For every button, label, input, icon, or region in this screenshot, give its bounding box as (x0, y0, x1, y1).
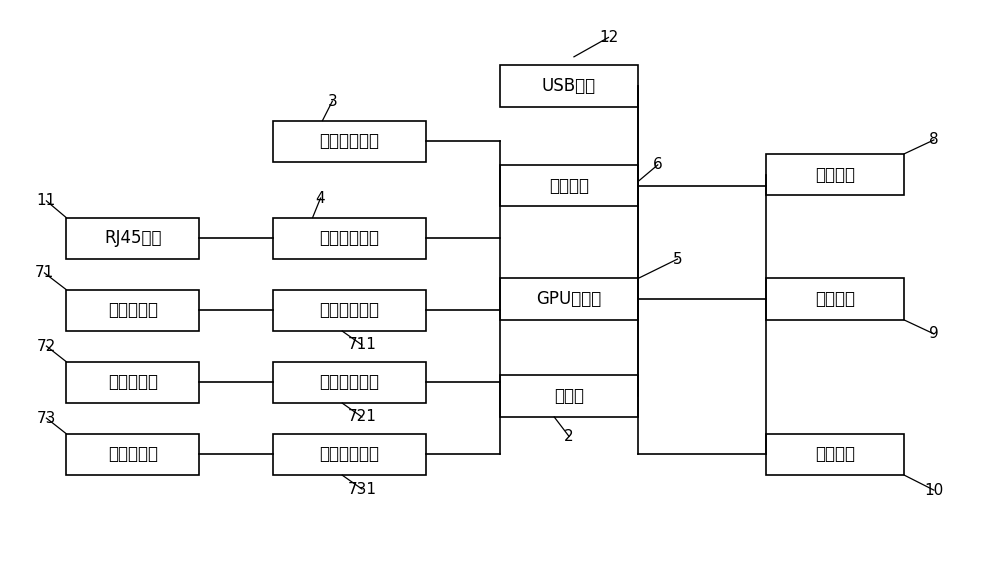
Bar (766, 433, 904, 475)
Text: 第三凹槽接口: 第三凹槽接口 (320, 445, 380, 463)
Text: 9: 9 (929, 327, 939, 341)
Text: 数据采集装置: 数据采集装置 (320, 132, 380, 151)
Text: 721: 721 (348, 410, 376, 424)
Text: 4: 4 (316, 191, 325, 206)
Bar (273, 433, 426, 475)
Text: 5: 5 (673, 252, 682, 266)
Text: GPU加速器: GPU加速器 (536, 290, 602, 308)
Text: 6: 6 (653, 157, 663, 172)
Bar (500, 278, 638, 320)
Text: USB接口: USB接口 (542, 77, 596, 95)
Text: 12: 12 (599, 30, 618, 45)
Text: 731: 731 (347, 482, 376, 496)
Text: 第一凹槽接口: 第一凹槽接口 (320, 301, 380, 319)
Text: 第三存储器: 第三存储器 (108, 445, 158, 463)
Bar (273, 120, 426, 162)
Text: RJ45接口: RJ45接口 (104, 229, 161, 247)
Bar (66, 362, 199, 403)
Bar (273, 362, 426, 403)
Text: 单片机: 单片机 (554, 387, 584, 405)
Bar (66, 218, 199, 259)
Text: 第二存储器: 第二存储器 (108, 373, 158, 391)
Bar (766, 278, 904, 320)
Bar (273, 290, 426, 331)
Text: 电源组件: 电源组件 (549, 177, 589, 195)
Text: 72: 72 (37, 339, 56, 353)
Text: 网络通信装置: 网络通信装置 (320, 229, 380, 247)
Text: 11: 11 (37, 193, 56, 208)
Bar (273, 218, 426, 259)
Text: 71: 71 (35, 265, 54, 281)
Text: 8: 8 (929, 132, 939, 148)
Text: 第一存储器: 第一存储器 (108, 301, 158, 319)
Text: 711: 711 (348, 337, 376, 353)
Text: 3: 3 (327, 94, 337, 108)
Text: 声音设备: 声音设备 (815, 290, 855, 308)
Bar (500, 65, 638, 107)
Text: 2: 2 (564, 429, 574, 444)
Text: 10: 10 (924, 483, 944, 498)
Bar (66, 433, 199, 475)
Bar (66, 290, 199, 331)
Text: 第二凹槽接口: 第二凹槽接口 (320, 373, 380, 391)
Text: 显示设备: 显示设备 (815, 165, 855, 183)
Text: 输入设备: 输入设备 (815, 445, 855, 463)
Bar (500, 165, 638, 206)
Bar (500, 375, 638, 417)
Bar (766, 154, 904, 195)
Text: 73: 73 (37, 411, 56, 425)
